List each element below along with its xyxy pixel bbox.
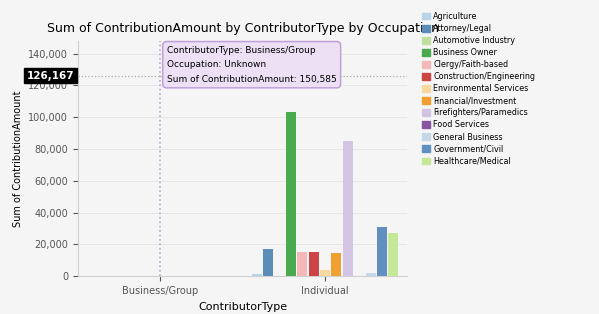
Y-axis label: Sum of ContributionAmount: Sum of ContributionAmount	[13, 90, 23, 227]
Bar	[343, 141, 353, 276]
Bar	[286, 112, 296, 276]
Text: 126,167: 126,167	[27, 71, 75, 81]
Bar	[263, 249, 273, 276]
Bar	[297, 252, 307, 276]
Bar	[388, 233, 398, 276]
Bar	[308, 252, 319, 276]
Bar	[331, 253, 341, 276]
Legend: Agriculture, Attorney/Legal, Automotive Industry, Business Owner, Clergy/Faith-b: Agriculture, Attorney/Legal, Automotive …	[420, 10, 537, 167]
Bar	[365, 273, 376, 276]
Bar	[252, 274, 262, 276]
Title: Sum of ContributionAmount by ContributorType by Occupation: Sum of ContributionAmount by Contributor…	[47, 23, 438, 35]
Bar	[377, 227, 387, 276]
Text: ContributorType: Business/Group
Occupation: Unknown
Sum of ContributionAmount: 1: ContributorType: Business/Group Occupati…	[167, 46, 337, 84]
Bar	[320, 270, 330, 276]
X-axis label: ContributorType: ContributorType	[198, 302, 287, 311]
